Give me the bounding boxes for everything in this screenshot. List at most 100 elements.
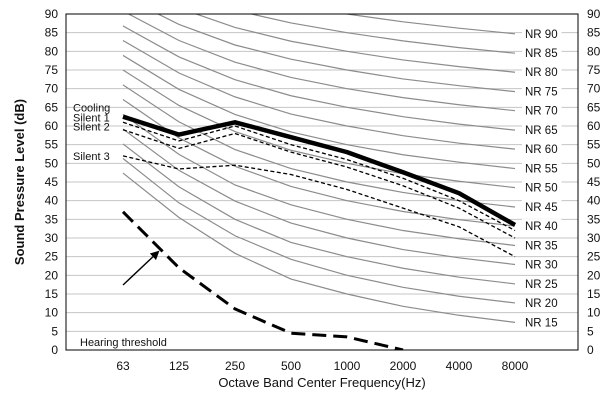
curve-nr-90 <box>343 14 516 35</box>
curve-nr-15 <box>122 172 516 323</box>
series-cooling <box>122 114 517 227</box>
label-bg-nr-20 <box>522 295 562 310</box>
y-tick-label-right-50: 50 <box>587 156 601 170</box>
label-bg-nr-15 <box>522 315 562 330</box>
x-tick-label-63: 63 <box>116 359 130 373</box>
x-tick-label-1000: 1000 <box>334 359 361 373</box>
series-silent-1 <box>122 121 516 232</box>
y-tick-labels-left: 0 5 10 15 20 25 30 35 40 45 50 55 60 65 70 75 80 85 90 <box>45 7 59 357</box>
y-tick-label-left-45: 45 <box>45 175 59 189</box>
x-tick-label-8000: 8000 <box>502 359 529 373</box>
curve-nr-65 <box>122 25 516 131</box>
y-tick-label-right-10: 10 <box>587 306 601 320</box>
curve-nr-25 <box>122 143 516 285</box>
y-tick-label-left-35: 35 <box>45 212 59 226</box>
x-tick-label-4000: 4000 <box>446 359 473 373</box>
label-nr-35: NR 35 <box>525 240 558 252</box>
y-tick-label-right-60: 60 <box>587 119 601 133</box>
y-tick-label-left-70: 70 <box>45 82 59 96</box>
curve-nr-60 <box>122 39 516 150</box>
curve-nr-50 <box>122 69 516 189</box>
y-tick-label-left-75: 75 <box>45 63 59 77</box>
curve-nr-75 <box>156 14 516 93</box>
series-silent-2 <box>122 129 516 239</box>
label-nr-80: NR 80 <box>525 67 558 79</box>
label-bg-nr-30 <box>522 257 562 272</box>
y-tick-label-left-80: 80 <box>45 44 59 58</box>
x-tick-label-2000: 2000 <box>390 359 417 373</box>
label-nr-40: NR 40 <box>525 221 558 233</box>
y-tick-label-left-50: 50 <box>45 156 59 170</box>
y-tick-label-left-85: 85 <box>45 26 59 40</box>
label-bg-nr-55 <box>522 161 562 176</box>
label-nr-25: NR 25 <box>525 279 558 291</box>
y-tick-label-left-60: 60 <box>45 119 59 133</box>
label-series-silent-1: Silent 1 <box>73 113 110 125</box>
label-nr-75: NR 75 <box>525 87 558 99</box>
label-nr-60: NR 60 <box>525 144 558 156</box>
data-series <box>121 114 517 350</box>
y-tick-label-right-20: 20 <box>587 268 601 282</box>
label-bg-nr-75 <box>522 84 562 99</box>
label-bg-nr-90 <box>522 26 562 41</box>
label-bg-nr-50 <box>522 180 562 195</box>
label-nr-85: NR 85 <box>525 48 558 60</box>
label-nr-55: NR 55 <box>525 164 558 176</box>
label-nr-90: NR 90 <box>525 29 558 41</box>
curve-labels: NR 15 NR 20 NR 25 NR 30 NR 35 NR 40 NR 45 NR 50… <box>73 26 562 330</box>
curve-nr-45 <box>122 84 516 208</box>
x-axis-title: Octave Band Center Frequency(Hz) <box>218 375 425 390</box>
y-tick-labels-right: 0 5 10 15 20 25 30 35 40 45 50 55 60 65 70 75 80 85 90 <box>587 7 601 357</box>
label-series-cooling: Cooling <box>73 103 110 115</box>
y-tick-label-right-70: 70 <box>587 82 601 96</box>
y-tick-label-right-80: 80 <box>587 44 601 58</box>
y-tick-label-right-90: 90 <box>587 7 601 21</box>
series-hearing-threshold <box>121 210 404 350</box>
label-bg-nr-35 <box>522 238 562 253</box>
label-series-silent-2: Silent 2 <box>73 122 110 134</box>
label-bg-nr-60 <box>522 142 562 157</box>
hearing-threshold-label: Hearing threshold <box>80 337 167 349</box>
label-bg-nr-25 <box>522 276 562 291</box>
y-tick-label-left-0: 0 <box>51 343 58 357</box>
label-series-silent-3: Silent 3 <box>73 151 110 163</box>
curve-nr-85 <box>248 14 516 54</box>
label-nr-50: NR 50 <box>525 183 558 195</box>
y-tick-label-left-55: 55 <box>45 138 59 152</box>
y-tick-label-left-5: 5 <box>51 324 58 338</box>
label-bg-nr-85 <box>522 46 562 61</box>
label-bg-nr-45 <box>522 200 562 215</box>
y-tick-label-left-30: 30 <box>45 231 59 245</box>
y-tick-label-left-90: 90 <box>45 7 59 21</box>
plot-frame <box>65 13 579 351</box>
label-bg-nr-70 <box>522 103 562 118</box>
y-tick-label-left-10: 10 <box>45 306 59 320</box>
y-tick-label-right-75: 75 <box>587 63 601 77</box>
y-tick-label-right-5: 5 <box>587 324 594 338</box>
x-tick-label-500: 500 <box>281 359 301 373</box>
y-tick-label-right-30: 30 <box>587 231 601 245</box>
y-tick-label-left-15: 15 <box>45 287 59 301</box>
curve-nr-80 <box>194 14 516 73</box>
y-tick-label-left-20: 20 <box>45 268 59 282</box>
label-nr-30: NR 30 <box>525 260 558 272</box>
label-nr-70: NR 70 <box>525 106 558 118</box>
label-bg-nr-80 <box>522 65 562 80</box>
y-tick-label-right-35: 35 <box>587 212 601 226</box>
curve-nr-30 <box>122 128 516 266</box>
label-nr-45: NR 45 <box>525 202 558 214</box>
y-tick-label-left-25: 25 <box>45 250 59 264</box>
nr-curves <box>122 14 516 323</box>
x-tick-label-125: 125 <box>169 359 189 373</box>
y-tick-label-right-25: 25 <box>587 250 601 264</box>
curve-nr-20 <box>122 158 516 304</box>
y-tick-label-right-0: 0 <box>587 343 594 357</box>
y-tick-label-right-85: 85 <box>587 26 601 40</box>
label-nr-65: NR 65 <box>525 125 558 137</box>
label-bg-nr-40 <box>522 219 562 234</box>
label-nr-20: NR 20 <box>525 298 558 310</box>
annotation-arrow <box>122 250 160 286</box>
y-tick-label-left-40: 40 <box>45 194 59 208</box>
curve-nr-35 <box>122 113 516 247</box>
